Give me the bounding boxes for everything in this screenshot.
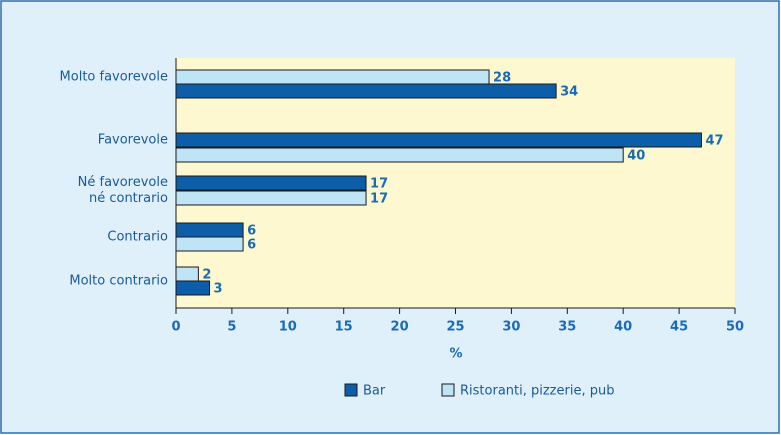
x-tick-label: 50 (726, 320, 744, 335)
bar (175, 175, 367, 191)
y-tick-label: Favorevole (98, 133, 168, 148)
y-tick-label: Né favorevole né contrario (78, 175, 168, 206)
bar (175, 222, 244, 238)
value-label: 6 (247, 238, 256, 253)
value-label: 2 (202, 268, 211, 283)
value-label: 3 (214, 282, 223, 297)
x-axis-label: % (449, 347, 462, 362)
value-label: 47 (705, 134, 723, 149)
bar (175, 69, 490, 85)
y-tick-label: Molto favorevole (60, 70, 168, 85)
x-tick-label: 45 (670, 320, 688, 335)
x-tick-label: 25 (446, 320, 464, 335)
x-tick-label: 15 (335, 320, 353, 335)
x-tick-label: 0 (171, 320, 180, 335)
legend-label: Bar (363, 384, 386, 399)
x-tick-label: 10 (279, 320, 297, 335)
value-label: 6 (247, 224, 256, 239)
y-tick-label: Contrario (107, 230, 168, 245)
bar (175, 236, 244, 252)
value-label: 17 (370, 177, 388, 192)
value-label: 28 (493, 71, 511, 86)
bar (175, 147, 624, 163)
legend-swatch (344, 383, 358, 397)
bar (175, 132, 702, 148)
bar (175, 83, 557, 99)
bar (175, 190, 367, 206)
value-label: 40 (627, 149, 645, 164)
x-tick-label: 35 (558, 320, 576, 335)
value-label: 17 (370, 192, 388, 207)
legend-label: Ristoranti, pizzerie, pub (460, 384, 614, 399)
legend-swatch (441, 383, 455, 397)
x-tick-label: 40 (614, 320, 632, 335)
y-tick-label: Molto contrario (69, 274, 168, 289)
x-tick-label: 30 (502, 320, 520, 335)
bar (175, 280, 211, 296)
x-tick-label: 5 (227, 320, 236, 335)
x-tick-label: 20 (391, 320, 409, 335)
value-label: 34 (560, 85, 578, 100)
bar (175, 266, 199, 282)
